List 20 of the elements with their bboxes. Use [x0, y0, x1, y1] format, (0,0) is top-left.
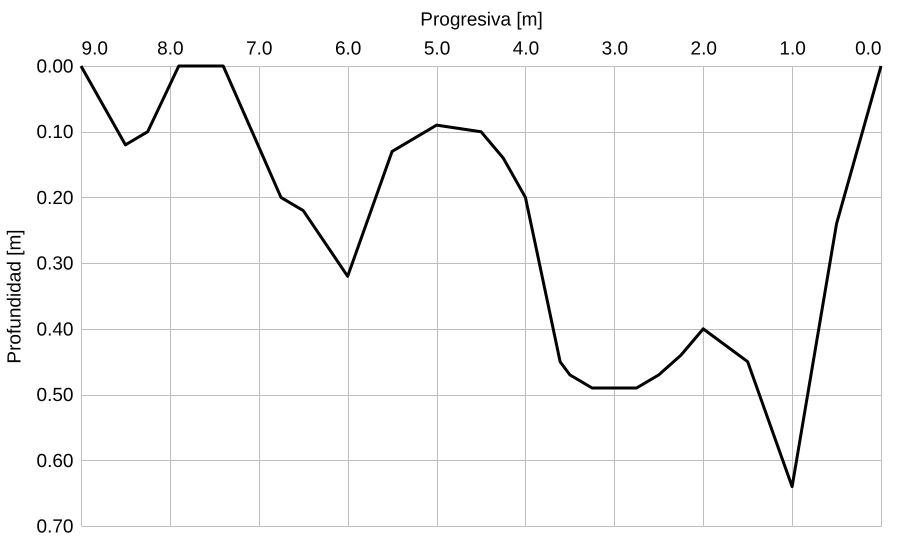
- x-axis-title: Progresiva [m]: [420, 10, 543, 30]
- y-axis-title: Profundidad [m]: [4, 229, 26, 364]
- y-tick-label: 0.40: [36, 319, 74, 340]
- x-tick-label: 8.0: [157, 38, 184, 60]
- y-tick-label: 0.30: [36, 254, 74, 275]
- y-tick-label: 0.00: [36, 56, 74, 78]
- x-tick-label: 1.0: [779, 38, 806, 60]
- x-tick-label: 9.0: [82, 38, 108, 60]
- x-tick-label: 0.0: [855, 38, 882, 60]
- y-tick-label: 0.60: [36, 450, 74, 472]
- y-tick-label: 0.70: [36, 516, 74, 538]
- y-tick-label: 0.20: [36, 188, 74, 209]
- x-tick-label: 7.0: [246, 38, 272, 60]
- x-tick-label: 2.0: [690, 38, 717, 60]
- x-tick-label: 6.0: [334, 38, 362, 60]
- y-tick-label: 0.10: [36, 122, 74, 144]
- y-tick-label: 0.50: [36, 385, 74, 406]
- x-tick-label: 4.0: [512, 38, 540, 60]
- x-tick-label: 3.0: [602, 38, 628, 60]
- x-tick-label: 5.0: [424, 38, 450, 60]
